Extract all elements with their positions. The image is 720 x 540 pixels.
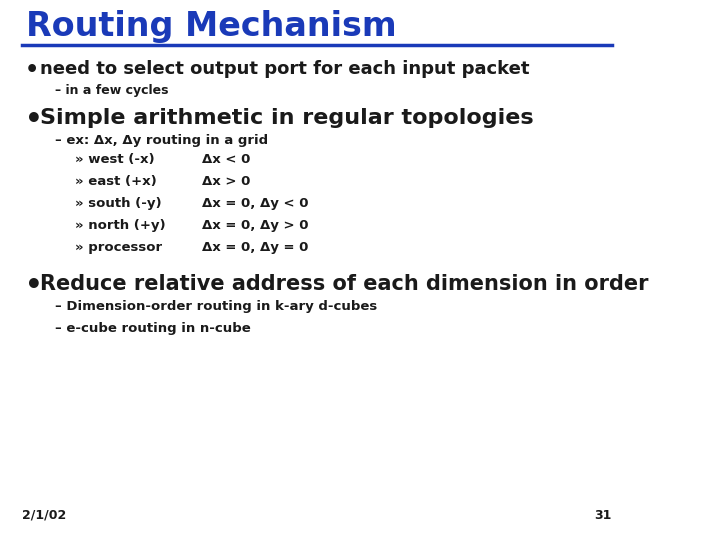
Text: – Dimension-order routing in k-ary d-cubes: – Dimension-order routing in k-ary d-cub… (55, 300, 377, 313)
Text: – ex: Δx, Δy routing in a grid: – ex: Δx, Δy routing in a grid (55, 134, 268, 147)
Text: Δx > 0: Δx > 0 (202, 175, 251, 188)
Text: » west (-x): » west (-x) (75, 153, 155, 166)
Text: Routing Mechanism: Routing Mechanism (27, 10, 397, 43)
Text: Reduce relative address of each dimension in order: Reduce relative address of each dimensio… (40, 274, 649, 294)
Text: Δx < 0: Δx < 0 (202, 153, 251, 166)
Text: Δx = 0, Δy > 0: Δx = 0, Δy > 0 (202, 219, 309, 232)
Text: •: • (24, 60, 39, 80)
Text: » east (+x): » east (+x) (75, 175, 156, 188)
Text: – e-cube routing in n-cube: – e-cube routing in n-cube (55, 322, 251, 335)
Text: •: • (24, 272, 42, 300)
Text: – in a few cycles: – in a few cycles (55, 84, 168, 97)
Text: Simple arithmetic in regular topologies: Simple arithmetic in regular topologies (40, 108, 534, 128)
Text: Δx = 0, Δy = 0: Δx = 0, Δy = 0 (202, 241, 309, 254)
Text: need to select output port for each input packet: need to select output port for each inpu… (40, 60, 530, 78)
Text: » south (-y): » south (-y) (75, 197, 161, 210)
Text: •: • (24, 106, 42, 134)
Text: » processor: » processor (75, 241, 162, 254)
Text: Δx = 0, Δy < 0: Δx = 0, Δy < 0 (202, 197, 309, 210)
Text: » north (+y): » north (+y) (75, 219, 166, 232)
Text: 31: 31 (595, 509, 612, 522)
Text: 2/1/02: 2/1/02 (22, 509, 66, 522)
